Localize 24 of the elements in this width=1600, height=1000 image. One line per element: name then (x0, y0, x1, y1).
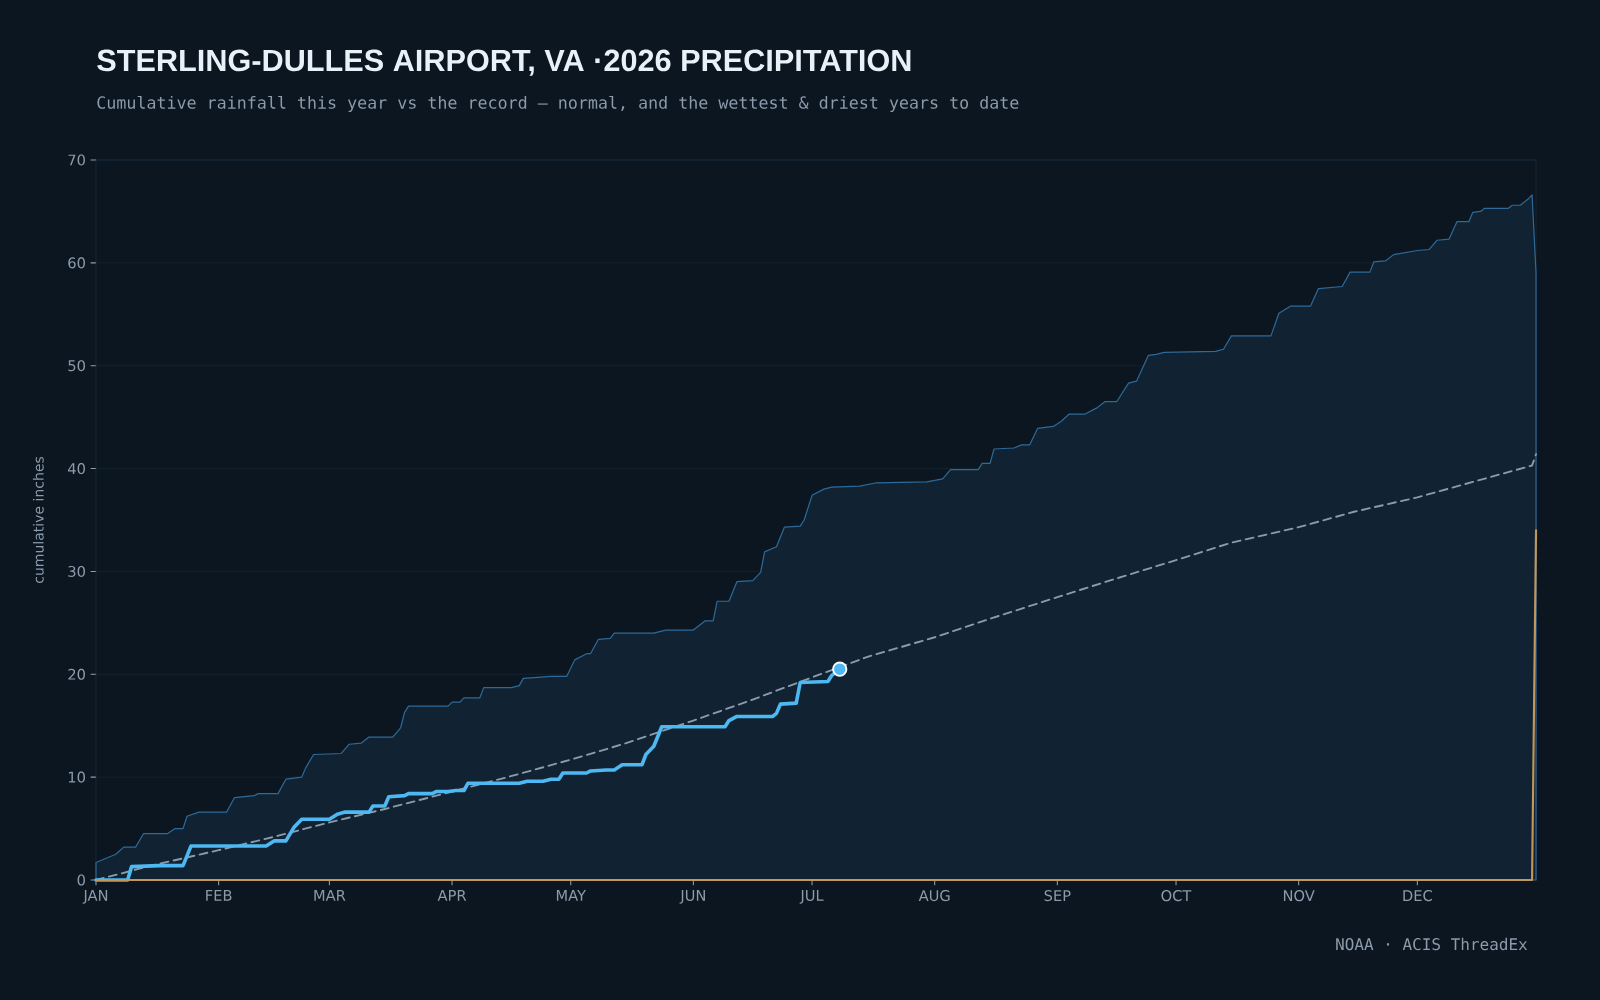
x-tick-label: JUN (679, 890, 705, 904)
x-tick-label: NOV (1283, 890, 1315, 902)
x-tick-label: OCT (1161, 890, 1192, 902)
x-tick-label: JAN (82, 890, 108, 904)
x-tick-label: FEB (206, 890, 232, 901)
y-tick-label: 10 (68, 771, 85, 783)
x-tick-label: SEP (1044, 890, 1071, 902)
y-tick-label: 70 (68, 154, 85, 166)
y-tick-label: 40 (68, 463, 85, 475)
text: NOAA · ACIS ThreadEx (1336, 937, 1528, 951)
y-tick-label: 20 (68, 668, 85, 680)
y-tick-label: 50 (68, 360, 85, 372)
y-tick-label: 30 (68, 565, 85, 577)
chart-title: STERLING-DULLES AIRPORT, VA ·2026 PRECIPITATION (97, 49, 911, 76)
x-tick-label: MAR (314, 890, 346, 901)
x-tick-label: APR (437, 890, 467, 901)
x-tick-label: MAY (556, 890, 587, 901)
x-tick-label: JUL (799, 890, 824, 904)
y-tick-label: 0 (77, 874, 85, 886)
x-tick-label: DEC (1403, 890, 1432, 902)
x-tick-label: AUG (918, 890, 950, 902)
chart-subtitle: Cumulative rainfall this year vs the record — normal, and the wettest & driest years to date (97, 95, 1019, 113)
y-tick-label: 60 (68, 257, 85, 269)
y-axis-title: cumulative inches (32, 456, 44, 583)
